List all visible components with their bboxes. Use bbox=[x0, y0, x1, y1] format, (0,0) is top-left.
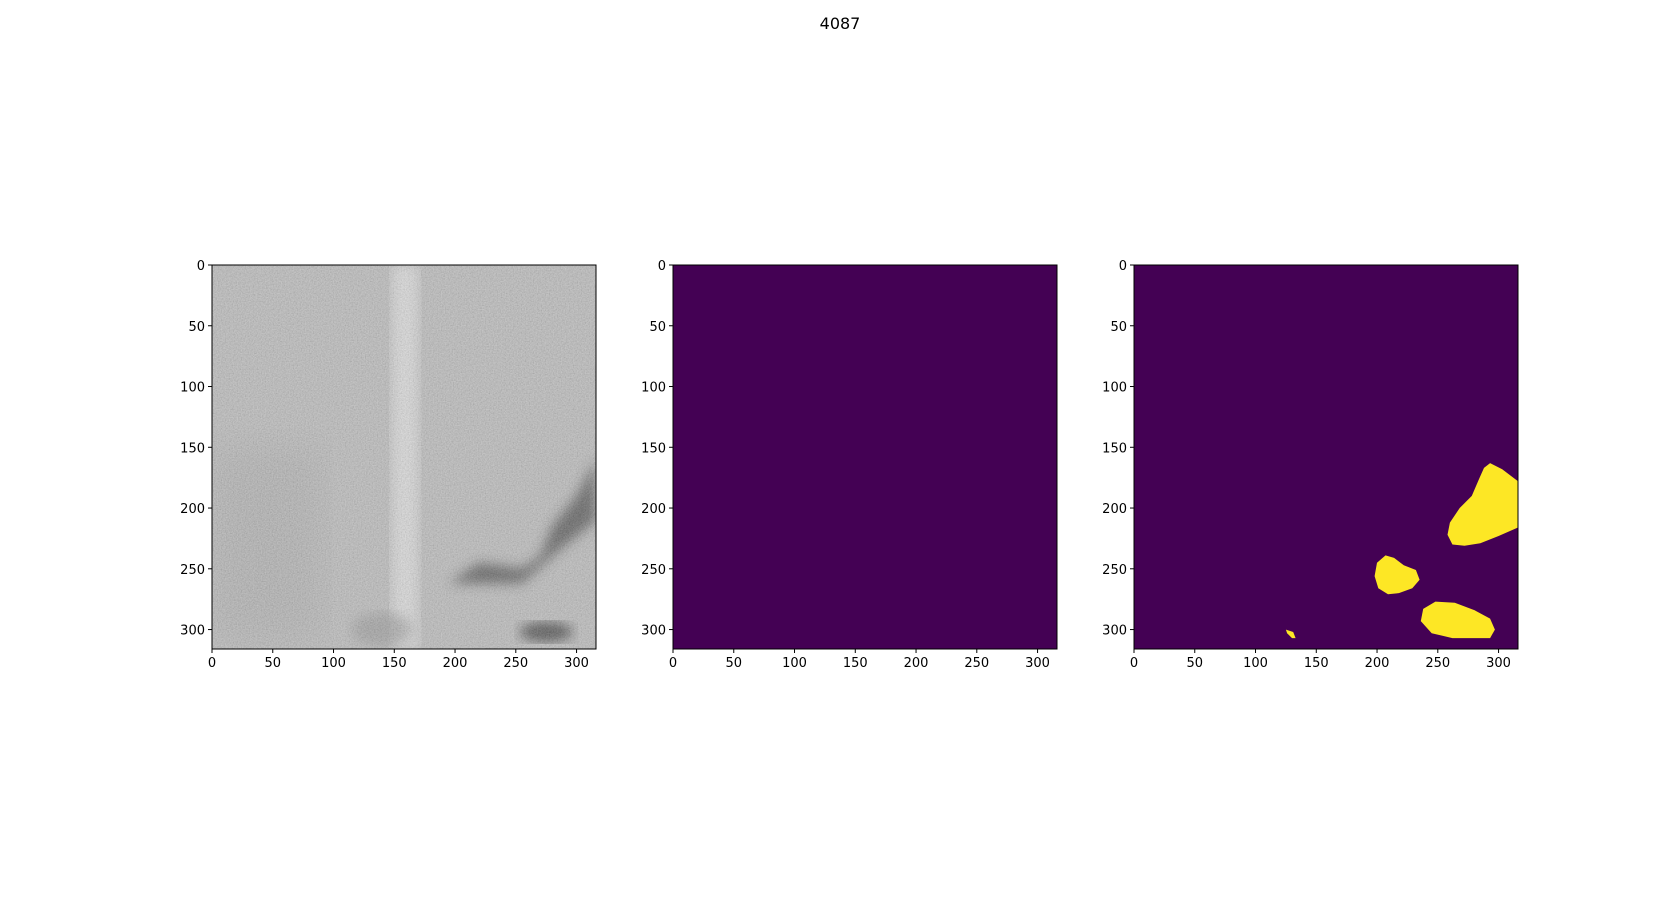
mask-background bbox=[1134, 265, 1518, 649]
x-tick-label: 200 bbox=[1365, 656, 1390, 671]
y-tick-label: 200 bbox=[1102, 502, 1127, 517]
x-tick-label: 150 bbox=[382, 656, 407, 671]
mask-blob-middle bbox=[1374, 555, 1420, 595]
x-tick-label: 100 bbox=[321, 656, 346, 671]
y-tick-label: 250 bbox=[641, 563, 666, 578]
y-tick-label: 250 bbox=[1102, 563, 1127, 578]
y-tick-label: 150 bbox=[641, 441, 666, 456]
x-tick-label: 250 bbox=[964, 656, 989, 671]
y-tick-label: 50 bbox=[188, 320, 205, 335]
axes-frame bbox=[672, 264, 1058, 650]
panel-predicted-mask: 0 50 100 150 200 250 300 0 50 100 150 200 250 300 bbox=[1102, 259, 1519, 671]
y-tick-label: 150 bbox=[180, 441, 205, 456]
x-tick-label: 0 bbox=[1130, 656, 1138, 671]
y-tick-label: 200 bbox=[641, 502, 666, 517]
panel-image bbox=[1134, 265, 1518, 649]
x-tick-label: 300 bbox=[564, 656, 589, 671]
mask-blob-small bbox=[1285, 629, 1296, 639]
y-tick-label: 300 bbox=[1102, 624, 1127, 639]
x-tick-label: 300 bbox=[1486, 656, 1511, 671]
panel-ground-truth-mask: 0 50 100 150 200 250 300 0 50 100 150 200 250 300 bbox=[641, 259, 1058, 671]
x-tick-label: 100 bbox=[1243, 656, 1268, 671]
y-tick-label: 100 bbox=[641, 381, 666, 396]
image-grain bbox=[212, 265, 596, 649]
mask-blob-bottom bbox=[1420, 601, 1495, 639]
x-tick-label: 100 bbox=[782, 656, 807, 671]
figure-title: 4087 bbox=[819, 14, 861, 33]
x-tick-label: 250 bbox=[503, 656, 528, 671]
x-tick-label: 150 bbox=[843, 656, 868, 671]
y-tick-label: 300 bbox=[641, 624, 666, 639]
y-tick-label: 50 bbox=[1110, 320, 1127, 335]
x-tick-label: 200 bbox=[904, 656, 929, 671]
y-tick-label: 150 bbox=[1102, 441, 1127, 456]
y-tick-label: 100 bbox=[180, 381, 205, 396]
panel-input-image: 0 50 100 150 200 250 300 0 50 100 150 200 250 300 bbox=[180, 259, 597, 671]
mask-blob-upper-right bbox=[1447, 463, 1518, 546]
x-tick-label: 250 bbox=[1425, 656, 1450, 671]
panel-image bbox=[212, 265, 596, 649]
axes-frame bbox=[211, 264, 597, 650]
x-tick-label: 50 bbox=[725, 656, 742, 671]
x-tick-label: 200 bbox=[443, 656, 468, 671]
y-tick-label: 0 bbox=[658, 259, 666, 274]
y-tick-label: 300 bbox=[180, 624, 205, 639]
x-tick-label: 50 bbox=[1186, 656, 1203, 671]
y-tick-label: 0 bbox=[197, 259, 205, 274]
y-tick-label: 200 bbox=[180, 502, 205, 517]
y-tick-label: 50 bbox=[649, 320, 666, 335]
y-tick-label: 250 bbox=[180, 563, 205, 578]
x-tick-label: 0 bbox=[669, 656, 677, 671]
x-tick-label: 50 bbox=[264, 656, 281, 671]
y-tick-label: 0 bbox=[1119, 259, 1127, 274]
x-tick-label: 300 bbox=[1025, 656, 1050, 671]
y-tick-label: 100 bbox=[1102, 381, 1127, 396]
axes-frame bbox=[1133, 264, 1519, 650]
panel-image bbox=[673, 265, 1057, 649]
mask-background bbox=[673, 265, 1057, 649]
x-tick-label: 0 bbox=[208, 656, 216, 671]
x-tick-label: 150 bbox=[1304, 656, 1329, 671]
